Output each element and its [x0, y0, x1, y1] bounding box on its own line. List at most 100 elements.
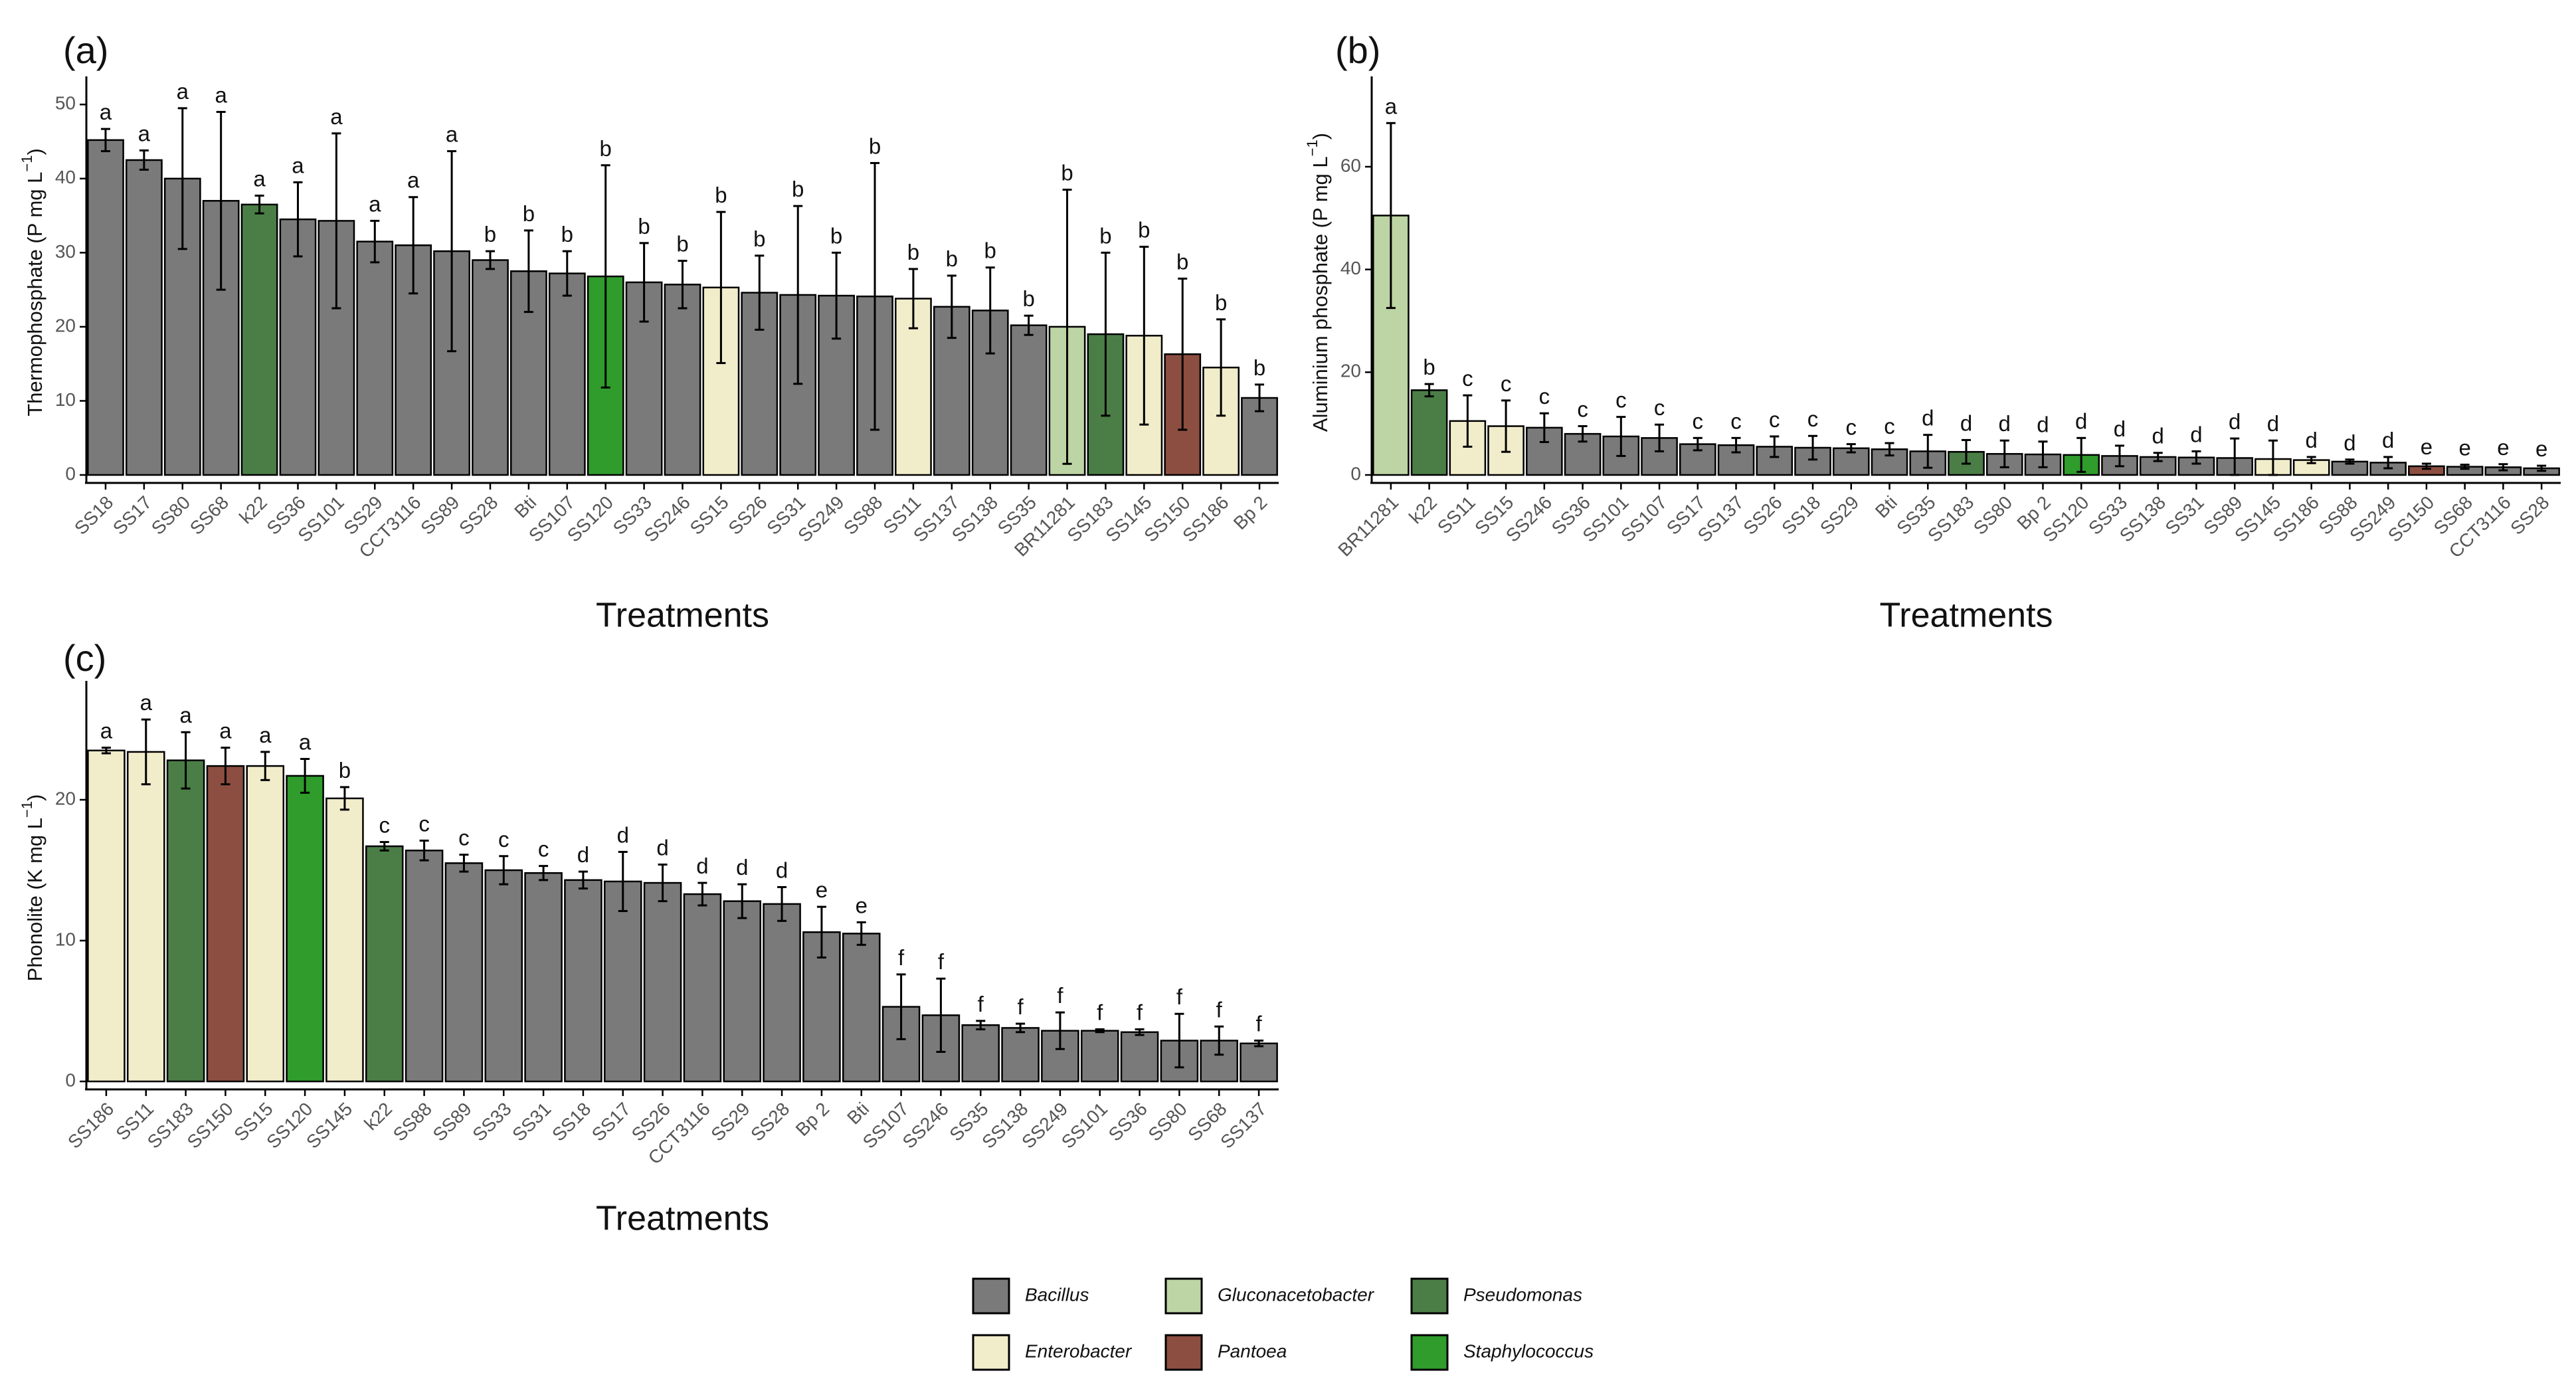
y-tick-label: 50	[55, 93, 76, 114]
y-axis-label-main: Phonolite (K mg L	[23, 818, 46, 981]
x-tick-label: SS88	[389, 1099, 436, 1145]
x-tick-label: SS80	[147, 492, 194, 539]
x-tick-label: SS29	[707, 1099, 753, 1145]
significance-letter: a	[100, 719, 113, 743]
bar	[664, 284, 701, 476]
significance-letter: b	[1253, 355, 1265, 380]
significance-letter: f	[1255, 1012, 1262, 1036]
x-tick-label: Bti	[1871, 492, 1901, 522]
significance-letter: f	[1017, 994, 1024, 1019]
panel-label: (b)	[1335, 29, 1380, 71]
y-tick-label: 60	[1340, 155, 1361, 175]
bar	[548, 272, 586, 476]
bar	[643, 881, 682, 1083]
x-tick-label: SS80	[1970, 492, 2016, 539]
significance-letter: b	[715, 183, 727, 207]
significance-letter: d	[577, 842, 589, 867]
bar	[1120, 1031, 1159, 1083]
x-tick-label: SS186	[64, 1099, 118, 1153]
significance-letter: b	[638, 214, 650, 238]
significance-letter: d	[2152, 424, 2164, 448]
significance-letter: e	[2458, 436, 2470, 460]
bar	[603, 880, 642, 1083]
x-tick-label: BR11281	[1334, 492, 1402, 561]
significance-letter: c	[1730, 409, 1742, 433]
significance-letter: a	[219, 719, 232, 743]
x-axis-label: Treatments	[596, 1200, 769, 1238]
significance-letter: a	[292, 153, 304, 177]
y-axis-label-superscript: −1	[1304, 139, 1321, 156]
legend-swatch	[1164, 1334, 1203, 1371]
significance-letter: e	[816, 877, 828, 902]
y-tick-label: 20	[1340, 361, 1361, 381]
significance-letter: c	[1769, 407, 1780, 432]
significance-letter: d	[1922, 406, 1934, 430]
significance-letter: b	[1061, 161, 1073, 185]
panel-a-thermophosphate-chart: (a) 0 10 20 30 40 50 Thermophosphate (P mg L−1)…	[19, 29, 1279, 635]
x-tick-label: SS28	[455, 492, 502, 539]
bar	[405, 850, 444, 1083]
significance-letter: a	[330, 104, 343, 129]
significance-letter: b	[1099, 223, 1111, 248]
x-tick-label: Bti	[510, 492, 540, 522]
bar	[842, 933, 881, 1083]
x-tick-label: SS68	[186, 492, 232, 539]
bar	[1080, 1030, 1119, 1083]
x-tick-label: SS80	[1145, 1099, 1191, 1145]
significance-letter: a	[215, 82, 227, 107]
significance-letter: e	[856, 893, 868, 917]
bar	[286, 775, 324, 1083]
significance-letter: e	[2497, 435, 2509, 460]
significance-letter: e	[2421, 434, 2433, 459]
bar	[240, 203, 278, 476]
x-tick-label: SS31	[508, 1099, 555, 1145]
significance-letter: a	[140, 690, 153, 715]
x-tick-label: SS33	[468, 1099, 515, 1145]
x-tick-label: SS17	[588, 1099, 634, 1145]
significance-letter: b	[984, 238, 996, 263]
legend-label: Bacillus	[1025, 1284, 1089, 1305]
significance-letter: f	[1097, 1000, 1103, 1025]
significance-letter: c	[458, 826, 470, 850]
bar	[683, 893, 722, 1083]
x-tick-label: SS145	[302, 1099, 356, 1153]
significance-letter: d	[2075, 409, 2087, 433]
significance-letter: a	[407, 168, 420, 193]
x-tick-label: SS28	[747, 1099, 793, 1145]
x-tick-label: SS246	[899, 1099, 953, 1153]
y-axis-label: Thermophosphate (P mg L−1)	[19, 148, 46, 416]
bar	[87, 749, 126, 1083]
bar	[1010, 324, 1048, 476]
significance-letter: a	[369, 191, 381, 216]
x-tick-label: SS17	[109, 492, 155, 539]
significance-letter: d	[2382, 428, 2394, 452]
y-tick-label: 20	[55, 315, 76, 335]
bar	[163, 177, 201, 476]
x-tick-label: Bp 2	[792, 1099, 834, 1141]
bar	[325, 797, 364, 1083]
significance-letter: f	[978, 992, 984, 1016]
y-tick-label: 40	[55, 167, 76, 187]
significance-letter: c	[538, 837, 549, 862]
legend-label: Staphylococcus	[1463, 1340, 1594, 1361]
bar	[1200, 1040, 1239, 1083]
significance-letter: d	[2114, 416, 2126, 441]
significance-letter: b	[946, 246, 958, 271]
x-tick-label: SS29	[1816, 492, 1863, 539]
bar	[126, 751, 165, 1083]
significance-letter: d	[1999, 411, 2011, 436]
x-tick-label: SS89	[416, 492, 463, 539]
bar	[356, 240, 394, 476]
y-axis-label-superscript: −1	[19, 155, 35, 172]
y-tick-label: 10	[55, 929, 76, 949]
significance-letter: f	[1176, 984, 1183, 1009]
x-tick-label: SS36	[1105, 1099, 1151, 1145]
significance-letter: c	[1577, 397, 1588, 422]
x-tick-label: SS101	[1058, 1099, 1111, 1153]
y-axis-label-close: )	[23, 148, 46, 155]
significance-letter: b	[792, 177, 804, 201]
bar	[472, 259, 509, 476]
significance-letter: b	[1022, 286, 1034, 311]
significance-letter: d	[2267, 411, 2279, 436]
